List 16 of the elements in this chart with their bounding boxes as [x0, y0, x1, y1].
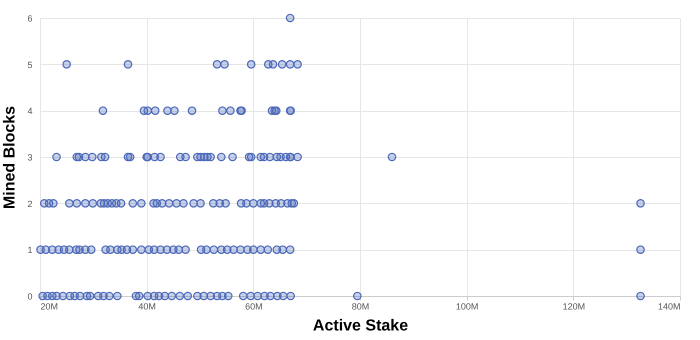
x-tick-label: 20M: [40, 302, 58, 312]
y-tick-label: 4: [27, 106, 32, 116]
x-tick-label: 40M: [138, 302, 156, 312]
x-tick-label: 60M: [245, 302, 263, 312]
y-tick-label: 6: [27, 14, 32, 24]
x-tick-label: 100M: [456, 302, 478, 312]
x-tick-label: 140M: [658, 302, 680, 312]
y-tick-label: 5: [27, 60, 32, 70]
y-tick-label: 3: [27, 152, 32, 162]
x-tick-label: 80M: [352, 302, 370, 312]
x-axis-title: Active Stake: [312, 318, 408, 334]
x-tick-label: 120M: [562, 302, 586, 312]
y-axis-title: Mined Blocks: [1, 106, 18, 210]
y-tick-label: 2: [27, 198, 32, 209]
y-tick-label: 0: [27, 292, 32, 302]
y-tick-label: 1: [27, 245, 32, 256]
